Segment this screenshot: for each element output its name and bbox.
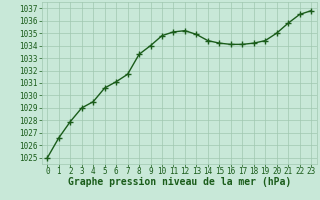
X-axis label: Graphe pression niveau de la mer (hPa): Graphe pression niveau de la mer (hPa): [68, 177, 291, 187]
